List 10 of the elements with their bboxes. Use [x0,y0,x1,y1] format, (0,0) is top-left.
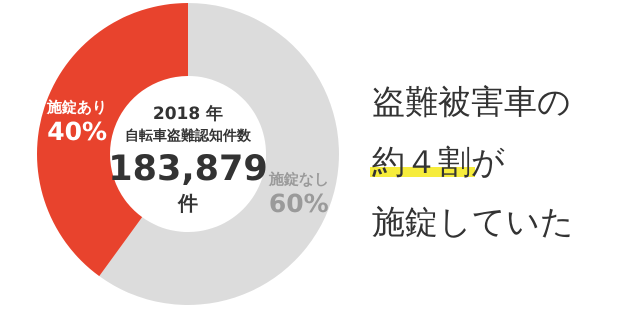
slice-label: 施錠なし [268,170,329,188]
slice-label: 施錠あり [46,98,108,116]
text: 件 [177,191,198,215]
text: 183,879 [108,149,268,189]
text: 自転車盗難認知件数 [125,127,252,144]
data-label: 60% [268,189,329,218]
text: 2018 年 [152,104,224,124]
text: 施錠していた [372,202,574,241]
data-label: 40% [47,117,108,146]
text: 盗難被害車の [372,82,571,121]
